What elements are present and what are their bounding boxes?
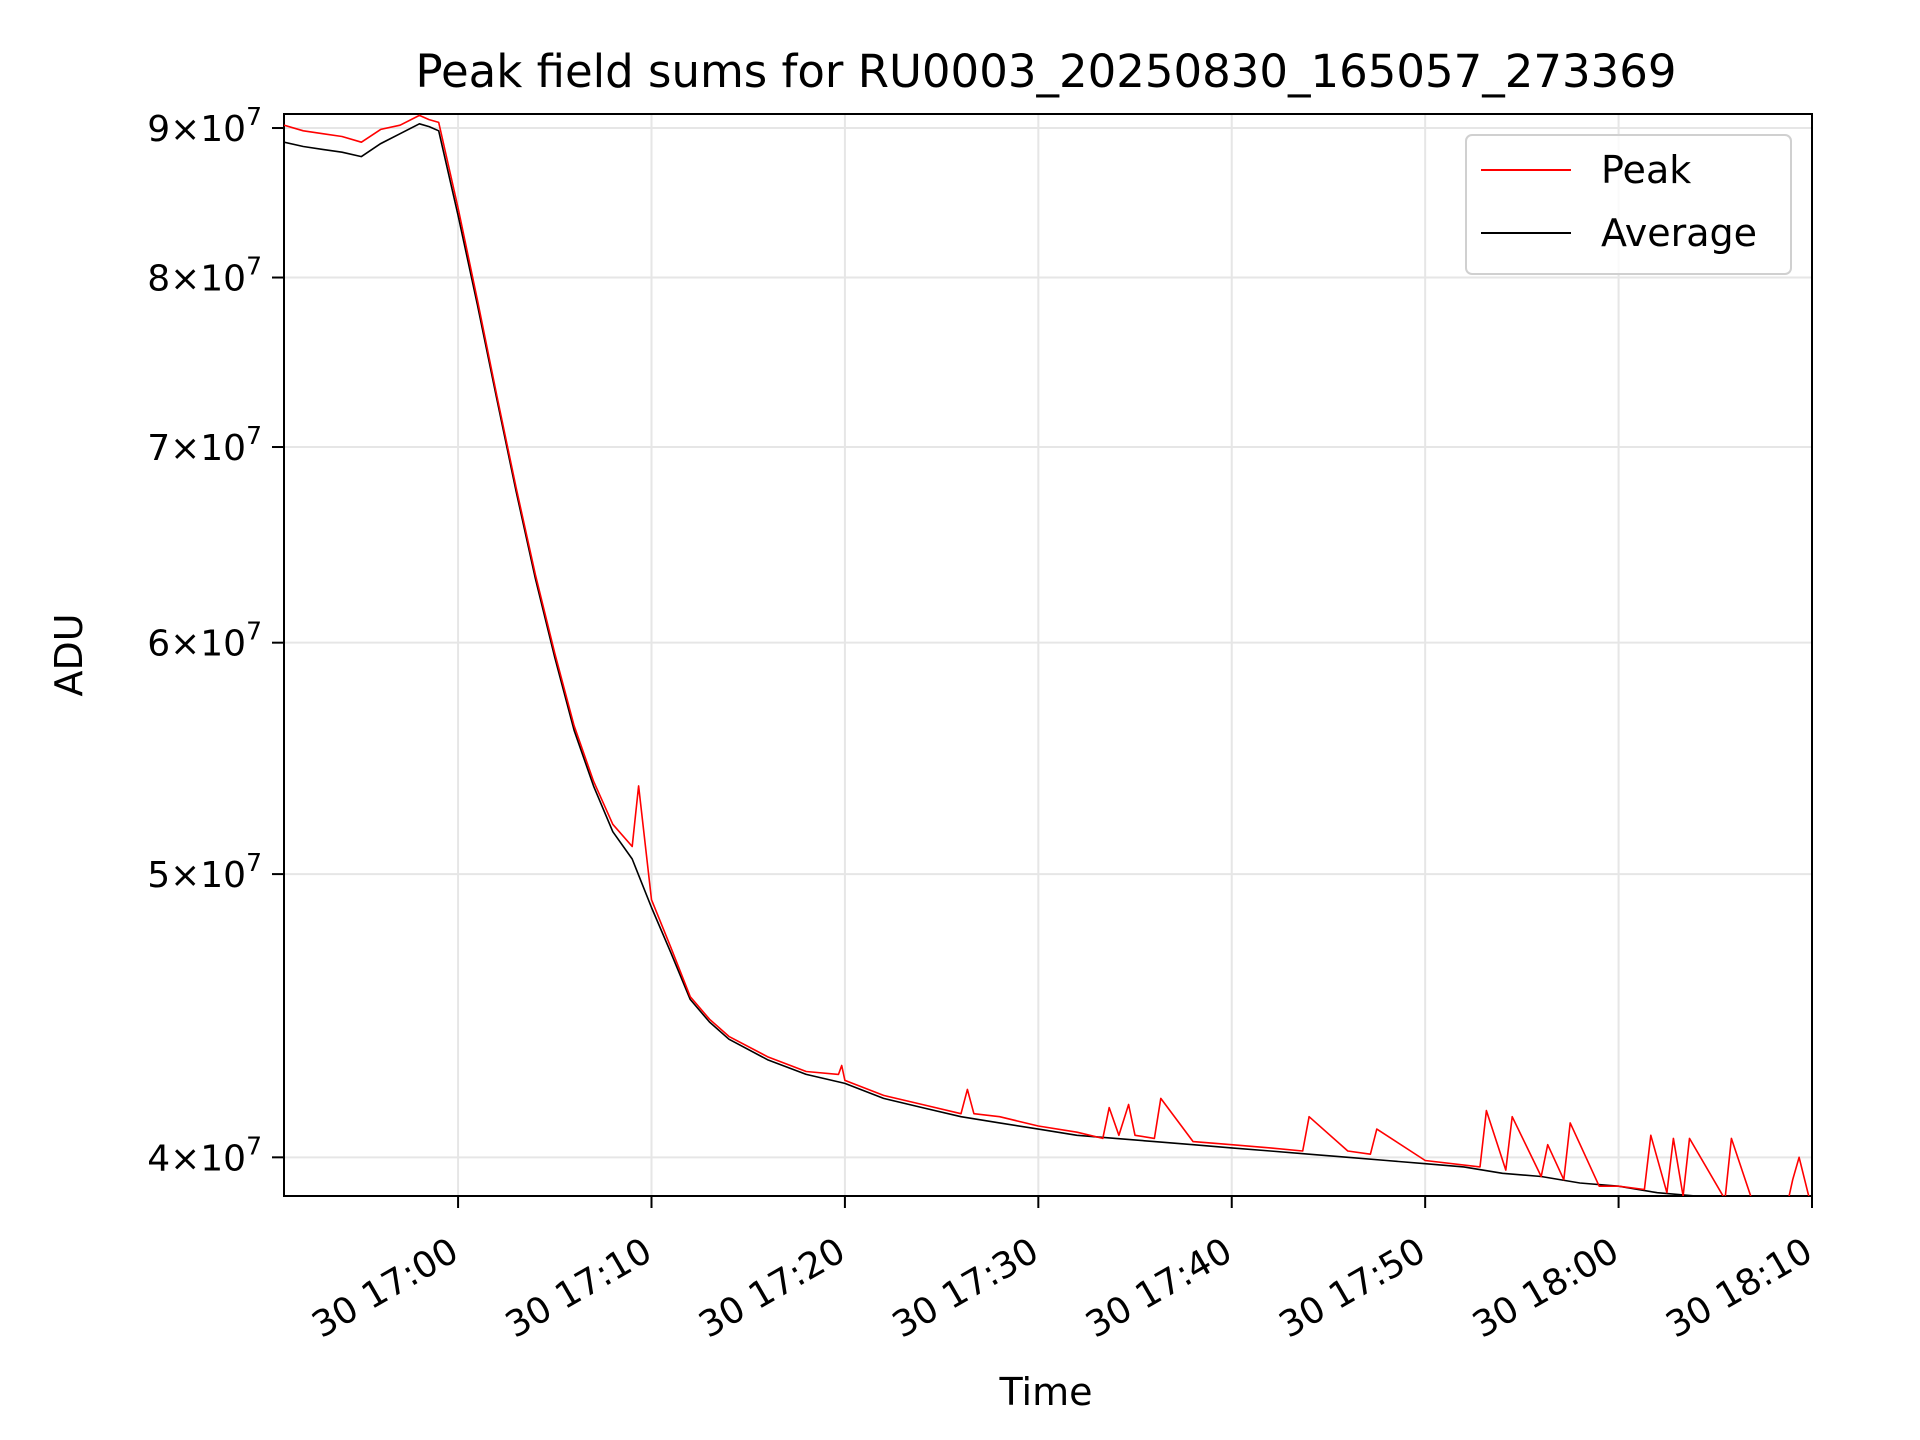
x-axis-label: Time xyxy=(999,1370,1093,1414)
y-tick-label: 8×107 xyxy=(147,252,262,300)
chart-title: Peak field sums for RU0003_20250830_1650… xyxy=(415,45,1676,98)
y-tick-label: 5×107 xyxy=(147,848,262,896)
y-axis-label: ADU xyxy=(47,613,91,696)
y-tick-label: 9×107 xyxy=(147,102,262,150)
series-line-peak xyxy=(284,114,1810,1196)
y-tick-label: 7×107 xyxy=(147,421,262,469)
legend-label-peak: Peak xyxy=(1601,148,1691,192)
y-tick-label: 4×107 xyxy=(147,1131,262,1179)
y-tick-label: 6×107 xyxy=(147,617,262,665)
legend: Peak Average xyxy=(1465,134,1792,275)
series-line-average xyxy=(284,123,1706,1196)
legend-label-average: Average xyxy=(1601,211,1757,255)
series-layer xyxy=(284,114,1810,1196)
plot-frame xyxy=(283,113,1813,1197)
